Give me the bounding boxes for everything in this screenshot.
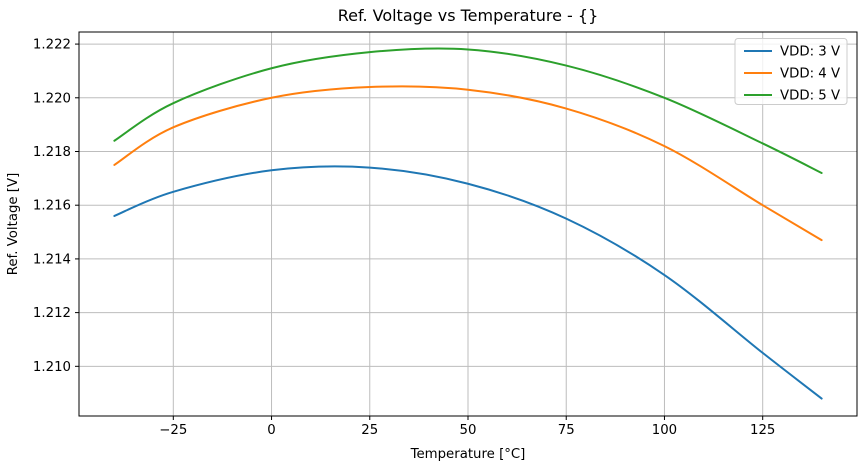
x-tick-label: 100 [652, 423, 677, 438]
x-tick-label: 50 [460, 423, 477, 438]
series-line-2 [113, 85, 823, 242]
series-line-1 [113, 165, 823, 400]
y-tick-label: 1.220 [33, 91, 71, 106]
y-axis-label: Ref. Voltage [V] [6, 173, 21, 276]
y-tick-label: 1.212 [33, 306, 71, 321]
y-tick-label: 1.222 [33, 38, 71, 53]
x-tick-label: 25 [361, 423, 378, 438]
x-tick-label: 0 [267, 423, 275, 438]
plot-border [78, 31, 858, 417]
legend-entry-label: VDD: 4 V [780, 67, 840, 82]
x-tick-label: 75 [558, 423, 575, 438]
legend-box [734, 38, 848, 105]
series-line-3 [113, 47, 823, 174]
chart-title: Ref. Voltage vs Temperature - {} [338, 6, 599, 25]
x-axis-label: Temperature [°C] [410, 447, 526, 462]
y-tick-label: 1.216 [33, 199, 71, 214]
x-tick-label: 125 [750, 423, 775, 438]
x-tick-label: −25 [159, 423, 187, 438]
legend-entry-label: VDD: 5 V [780, 89, 840, 104]
legend-entry-label: VDD: 3 V [780, 45, 840, 60]
y-tick-label: 1.218 [33, 145, 71, 160]
y-tick-label: 1.210 [33, 360, 71, 375]
y-tick-label: 1.214 [33, 252, 71, 267]
